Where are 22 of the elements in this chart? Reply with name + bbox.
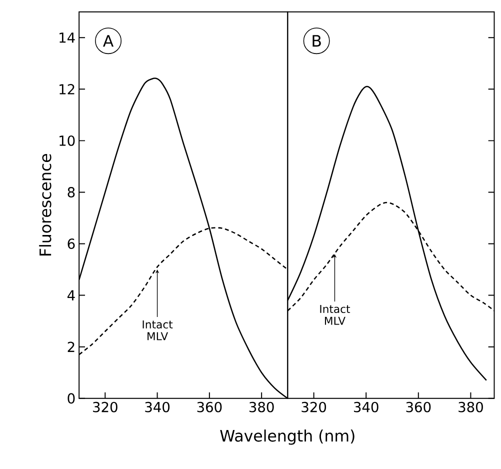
x-tick-label: 320 bbox=[93, 402, 118, 412]
y-tick-label: 10 bbox=[60, 136, 75, 146]
y-tick-label: 0 bbox=[68, 393, 75, 404]
x-tick-label: 340 bbox=[354, 402, 378, 412]
x-tick-label: 380 bbox=[249, 402, 274, 412]
y-tick-label: 4 bbox=[68, 290, 75, 301]
annotation: Intact MLV bbox=[142, 320, 173, 340]
annotation: B bbox=[312, 35, 321, 47]
x-tick-label: 360 bbox=[197, 402, 222, 412]
y-tick-label: 6 bbox=[68, 238, 75, 250]
x-tick-label: 380 bbox=[458, 402, 483, 412]
x-axis-title: Wavelength (nm) bbox=[220, 430, 354, 445]
x-tick-label: 320 bbox=[302, 402, 326, 412]
y-tick-label: 12 bbox=[60, 84, 74, 94]
y-tick-label: 2 bbox=[68, 342, 74, 352]
y-tick-label: 8 bbox=[68, 187, 75, 198]
annotation: A bbox=[103, 35, 114, 47]
x-tick-label: 360 bbox=[406, 402, 431, 412]
annotation: Intact MLV bbox=[320, 305, 350, 325]
y-axis-title: Fluorescence bbox=[39, 154, 52, 256]
x-tick-label: 340 bbox=[145, 402, 170, 412]
y-tick-label: 14 bbox=[60, 32, 75, 43]
